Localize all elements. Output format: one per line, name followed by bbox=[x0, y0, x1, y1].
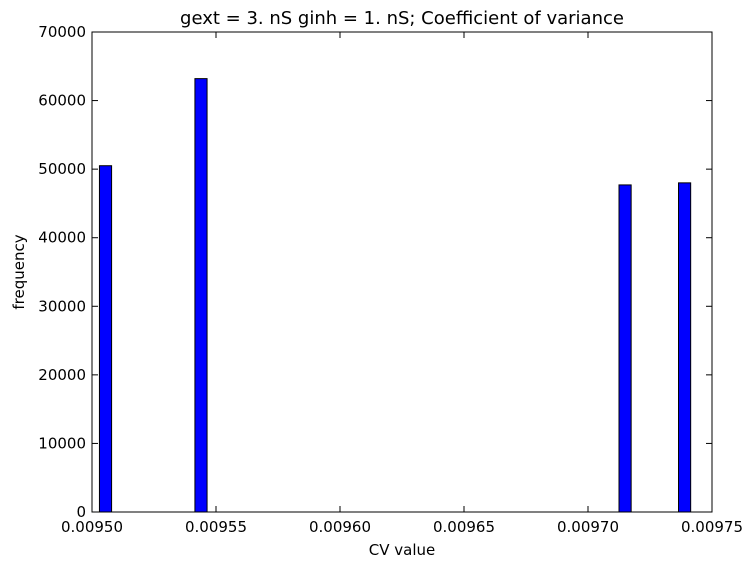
y-tick-label: 10000 bbox=[38, 434, 86, 452]
histogram-bar-4 bbox=[678, 182, 692, 513]
y-tick-label: 20000 bbox=[38, 366, 86, 384]
x-tick-label: 0.00970 bbox=[557, 518, 619, 536]
histogram-bar-1 bbox=[98, 165, 113, 513]
histogram-bar-2 bbox=[194, 78, 208, 513]
y-tick-label: 0 bbox=[76, 503, 86, 521]
x-tick-label: 0.00975 bbox=[681, 518, 743, 536]
y-tick-label: 30000 bbox=[38, 297, 86, 315]
chart-title: gext = 3. nS ginh = 1. nS; Coefficient o… bbox=[180, 8, 624, 29]
y-tick-label: 50000 bbox=[38, 160, 86, 178]
x-axis-title: CV value bbox=[369, 541, 435, 559]
x-tick-label: 0.00960 bbox=[309, 518, 371, 536]
bars-group bbox=[98, 78, 692, 513]
x-tick-label: 0.00950 bbox=[61, 518, 123, 536]
y-tick-label: 40000 bbox=[38, 229, 86, 247]
y-tick-label: 70000 bbox=[38, 23, 86, 41]
x-tick-label: 0.00955 bbox=[185, 518, 247, 536]
y-tick-label: 60000 bbox=[38, 92, 86, 110]
x-tick-label: 0.00965 bbox=[433, 518, 495, 536]
histogram-bar-3 bbox=[618, 184, 632, 513]
plot-frame bbox=[91, 31, 713, 513]
y-axis-title: frequency bbox=[10, 234, 28, 309]
ticks-group: 0.00950 0.00955 0.00960 0.00965 0.00970 0.009… bbox=[38, 23, 743, 536]
